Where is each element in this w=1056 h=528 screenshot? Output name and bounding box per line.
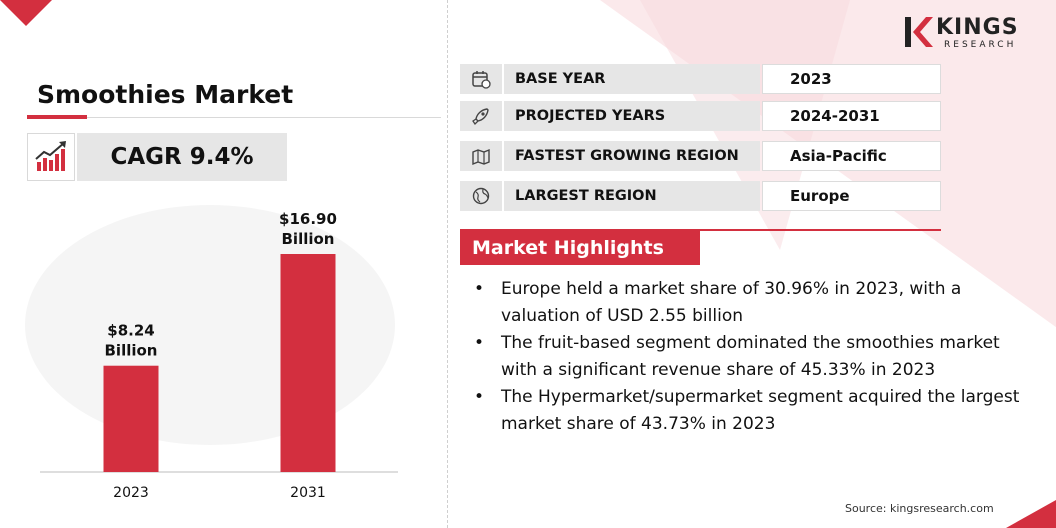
info-value: 2023 xyxy=(762,64,941,94)
highlights-heading: Market Highlights xyxy=(460,231,700,265)
bar-value-label: $8.24 xyxy=(107,322,154,340)
list-item: • The Hypermarket/supermarket segment acq… xyxy=(474,387,1020,434)
rocket-icon xyxy=(460,101,502,131)
source-note: Source: kingsresearch.com xyxy=(845,502,994,515)
market-size-bar-chart: $8.24 Billion 2023 $16.90 Billion 2031 xyxy=(25,205,398,501)
info-label: PROJECTED YEARS xyxy=(504,101,760,131)
list-item: • The fruit-based segment dominated the s… xyxy=(474,333,1000,380)
title-underline xyxy=(27,117,441,118)
bar-value-label: Billion xyxy=(105,342,158,360)
title-accent xyxy=(27,115,87,119)
globe-icon xyxy=(460,181,502,211)
cagr-value: CAGR 9.4% xyxy=(77,133,287,181)
info-row-base-year: BASE YEAR 2023 xyxy=(460,64,941,94)
x-tick-label: 2023 xyxy=(113,485,149,501)
bar-value-label: $16.90 xyxy=(279,210,337,228)
bar-2031 xyxy=(280,254,336,472)
info-value: Europe xyxy=(762,181,941,211)
page-title: Smoothies Market xyxy=(37,80,294,109)
highlights-rule xyxy=(460,229,941,231)
corner-triangle-bottom xyxy=(1006,500,1056,528)
highlight-text: Europe held a market share of 30.96% in … xyxy=(501,279,962,326)
info-row-largest-region: LARGEST REGION Europe xyxy=(460,181,941,211)
calendar-icon xyxy=(460,64,502,94)
brand-logo: KINGS RESEARCH xyxy=(904,15,1032,55)
brand-k-icon xyxy=(905,17,933,47)
growth-chart-icon xyxy=(27,133,75,181)
bar-2023 xyxy=(103,365,159,472)
bar-value-label: Billion xyxy=(282,230,335,248)
info-row-fastest-region: FASTEST GROWING REGION Asia-Pacific xyxy=(460,141,941,171)
map-icon xyxy=(460,141,502,171)
info-label: FASTEST GROWING REGION xyxy=(504,141,760,171)
brand-subtitle: RESEARCH xyxy=(944,40,1017,50)
brand-name: KINGS xyxy=(936,15,1019,40)
x-tick-label: 2031 xyxy=(290,485,326,501)
info-row-projected-years: PROJECTED YEARS 2024-2031 xyxy=(460,101,941,131)
corner-triangle-top xyxy=(0,0,52,26)
list-item: • Europe held a market share of 30.96% in… xyxy=(474,279,962,326)
highlight-text: The fruit-based segment dominated the sm… xyxy=(501,333,1000,380)
info-value: Asia-Pacific xyxy=(762,141,941,171)
highlights-list: • Europe held a market share of 30.96% in… xyxy=(472,276,1032,438)
highlight-text: The Hypermarket/supermarket segment acqu… xyxy=(501,387,1020,434)
info-label: BASE YEAR xyxy=(504,64,760,94)
panel-divider xyxy=(447,0,448,528)
info-label: LARGEST REGION xyxy=(504,181,760,211)
info-value: 2024-2031 xyxy=(762,101,941,131)
